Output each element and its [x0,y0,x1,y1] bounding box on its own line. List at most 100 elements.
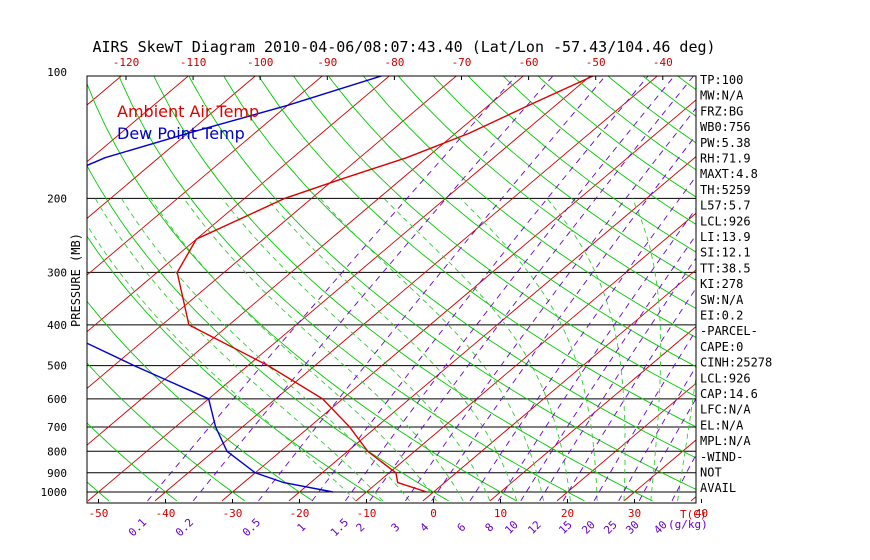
moist-adiabat [221,198,491,502]
moist-adiabat [94,198,384,502]
bottom-temperature-ticks: -50 -40 -30 -20 -10 0 10 20 30 40 [89,499,708,520]
top-tick-label: -90 [317,56,337,69]
mixing-ratio-line [562,287,696,502]
mixing-ratio-line [192,76,554,502]
isotherm [87,76,457,389]
mixing-ratio-line [497,207,696,502]
x-axis-label: T(C) [680,508,707,521]
index-item: CINH:25278 [700,356,772,370]
mixing-ratio-line [369,76,695,502]
pressure-ticks: 100 200 300 400 500 600 700 800 900 1000 [41,66,68,499]
mixing-ratio-tick-label: 1.5 [328,516,351,539]
isotherm [87,76,189,163]
legend-dew-point: Dew Point Temp [117,124,245,143]
index-item: LCL:926 [700,214,751,228]
pressure-tick-label: 900 [47,467,67,480]
bottom-tick-label: 20 [561,507,574,520]
dry-adiabat [188,76,696,490]
mixing-ratio-tick-label: 1 [295,521,309,535]
dry-adiabat [432,76,696,281]
bottom-tick-label: -30 [223,507,243,520]
pressure-tick-label: 400 [47,319,67,332]
moist-adiabat [266,198,518,502]
dry-adiabat [0,53,41,501]
pressure-tick-label: 700 [47,421,67,434]
legend-ambient-temp: Ambient Air Temp [117,102,259,121]
bottom-tick-label: 0 [430,507,437,520]
mixing-ratio-tick-label: 25 [601,518,620,537]
plot-frame [86,75,697,504]
dry-adiabat [87,164,449,502]
pressure-tick-label: 100 [47,66,67,79]
top-tick-label: -80 [384,56,404,69]
dry-adiabat [153,76,653,502]
mixing-ratio-tick-label: 0.2 [173,516,196,539]
mixing-ratio-line [344,76,675,502]
mixing-ratio-line [638,397,696,502]
mixing-ratio-line [258,76,606,502]
mixing-ratio-line [593,329,696,502]
top-tick-label: -60 [519,56,539,69]
pressure-tick-label: 200 [47,192,67,205]
index-item: AVAIL [700,481,736,495]
mixing-ratio-line [469,175,696,502]
dry-adiabat [677,76,696,91]
index-item: NOT [700,466,722,480]
index-item: KI:278 [700,277,743,291]
index-item: -WIND- [700,450,743,464]
top-tick-label: -40 [653,56,673,69]
dry-adiabat [118,76,585,502]
dry-adiabat [397,76,696,310]
ambient-temp-line [176,76,595,493]
mixing-ratio-ticks: 0.1 0.2 0.5 1 1.5 2 3 4 6 8 10 12 15 20 25 30 40 [126,516,670,539]
isotherm [422,269,696,502]
index-item: RH:71.9 [700,152,751,166]
dew-point-line [87,76,384,493]
pressure-tick-label: 1000 [41,486,68,499]
index-item: TP:100 [700,73,743,87]
isotherm [0,53,15,501]
top-tick-label: -120 [113,56,140,69]
dry-adiabat [87,362,246,502]
top-tick-label: -110 [180,56,207,69]
index-item: L57:5.7 [700,199,751,213]
isotherm [87,76,256,219]
dry-adiabat [87,82,517,502]
index-item: LCL:926 [700,371,751,385]
index-item: MW:N/A [700,89,744,103]
mixing-ratio-tick-label: 20 [579,518,598,537]
index-item: -PARCEL- [700,324,758,338]
isotherm [87,76,524,446]
index-item: EI:0.2 [700,309,743,323]
bottom-tick-label: 40 [695,507,708,520]
isotherm [355,212,696,502]
isotherm [154,76,658,502]
bottom-tick-label: -40 [156,507,176,520]
pressure-tick-label: 300 [47,266,67,279]
isotherm [489,326,696,502]
mixing-ratio-line [147,76,517,502]
mixing-ratio-unit: (g/kg) [668,518,708,531]
moist-adiabat [150,198,437,502]
dry-adiabat [87,235,381,502]
dry-adiabat [467,76,696,253]
top-tick-label: -70 [452,56,472,69]
chart-title: AIRS SkewT Diagram 2010-04-06/08:07:43.4… [92,38,715,56]
mixing-ratio-tick-label: 12 [525,518,544,537]
bottom-tick-label: 10 [494,507,507,520]
index-item: LFC:N/A [700,403,751,417]
mixing-ratio-line [671,453,696,502]
moist-adiabat [546,198,626,501]
mixing-ratio-tick-label: 0.5 [240,516,263,539]
index-item: SI:12.1 [700,246,751,260]
bottom-tick-label: -20 [290,507,310,520]
data-lines [87,76,595,493]
moist-adiabat [383,198,571,501]
index-item: TH:5259 [700,183,751,197]
mixing-ratio-line [618,365,696,502]
isotherm [87,76,390,333]
dry-adiabat [293,76,696,398]
pressure-tick-label: 500 [47,360,67,373]
y-axis-label: PRESSURE (MB) [69,233,83,327]
mixing-ratio-line [405,107,696,502]
